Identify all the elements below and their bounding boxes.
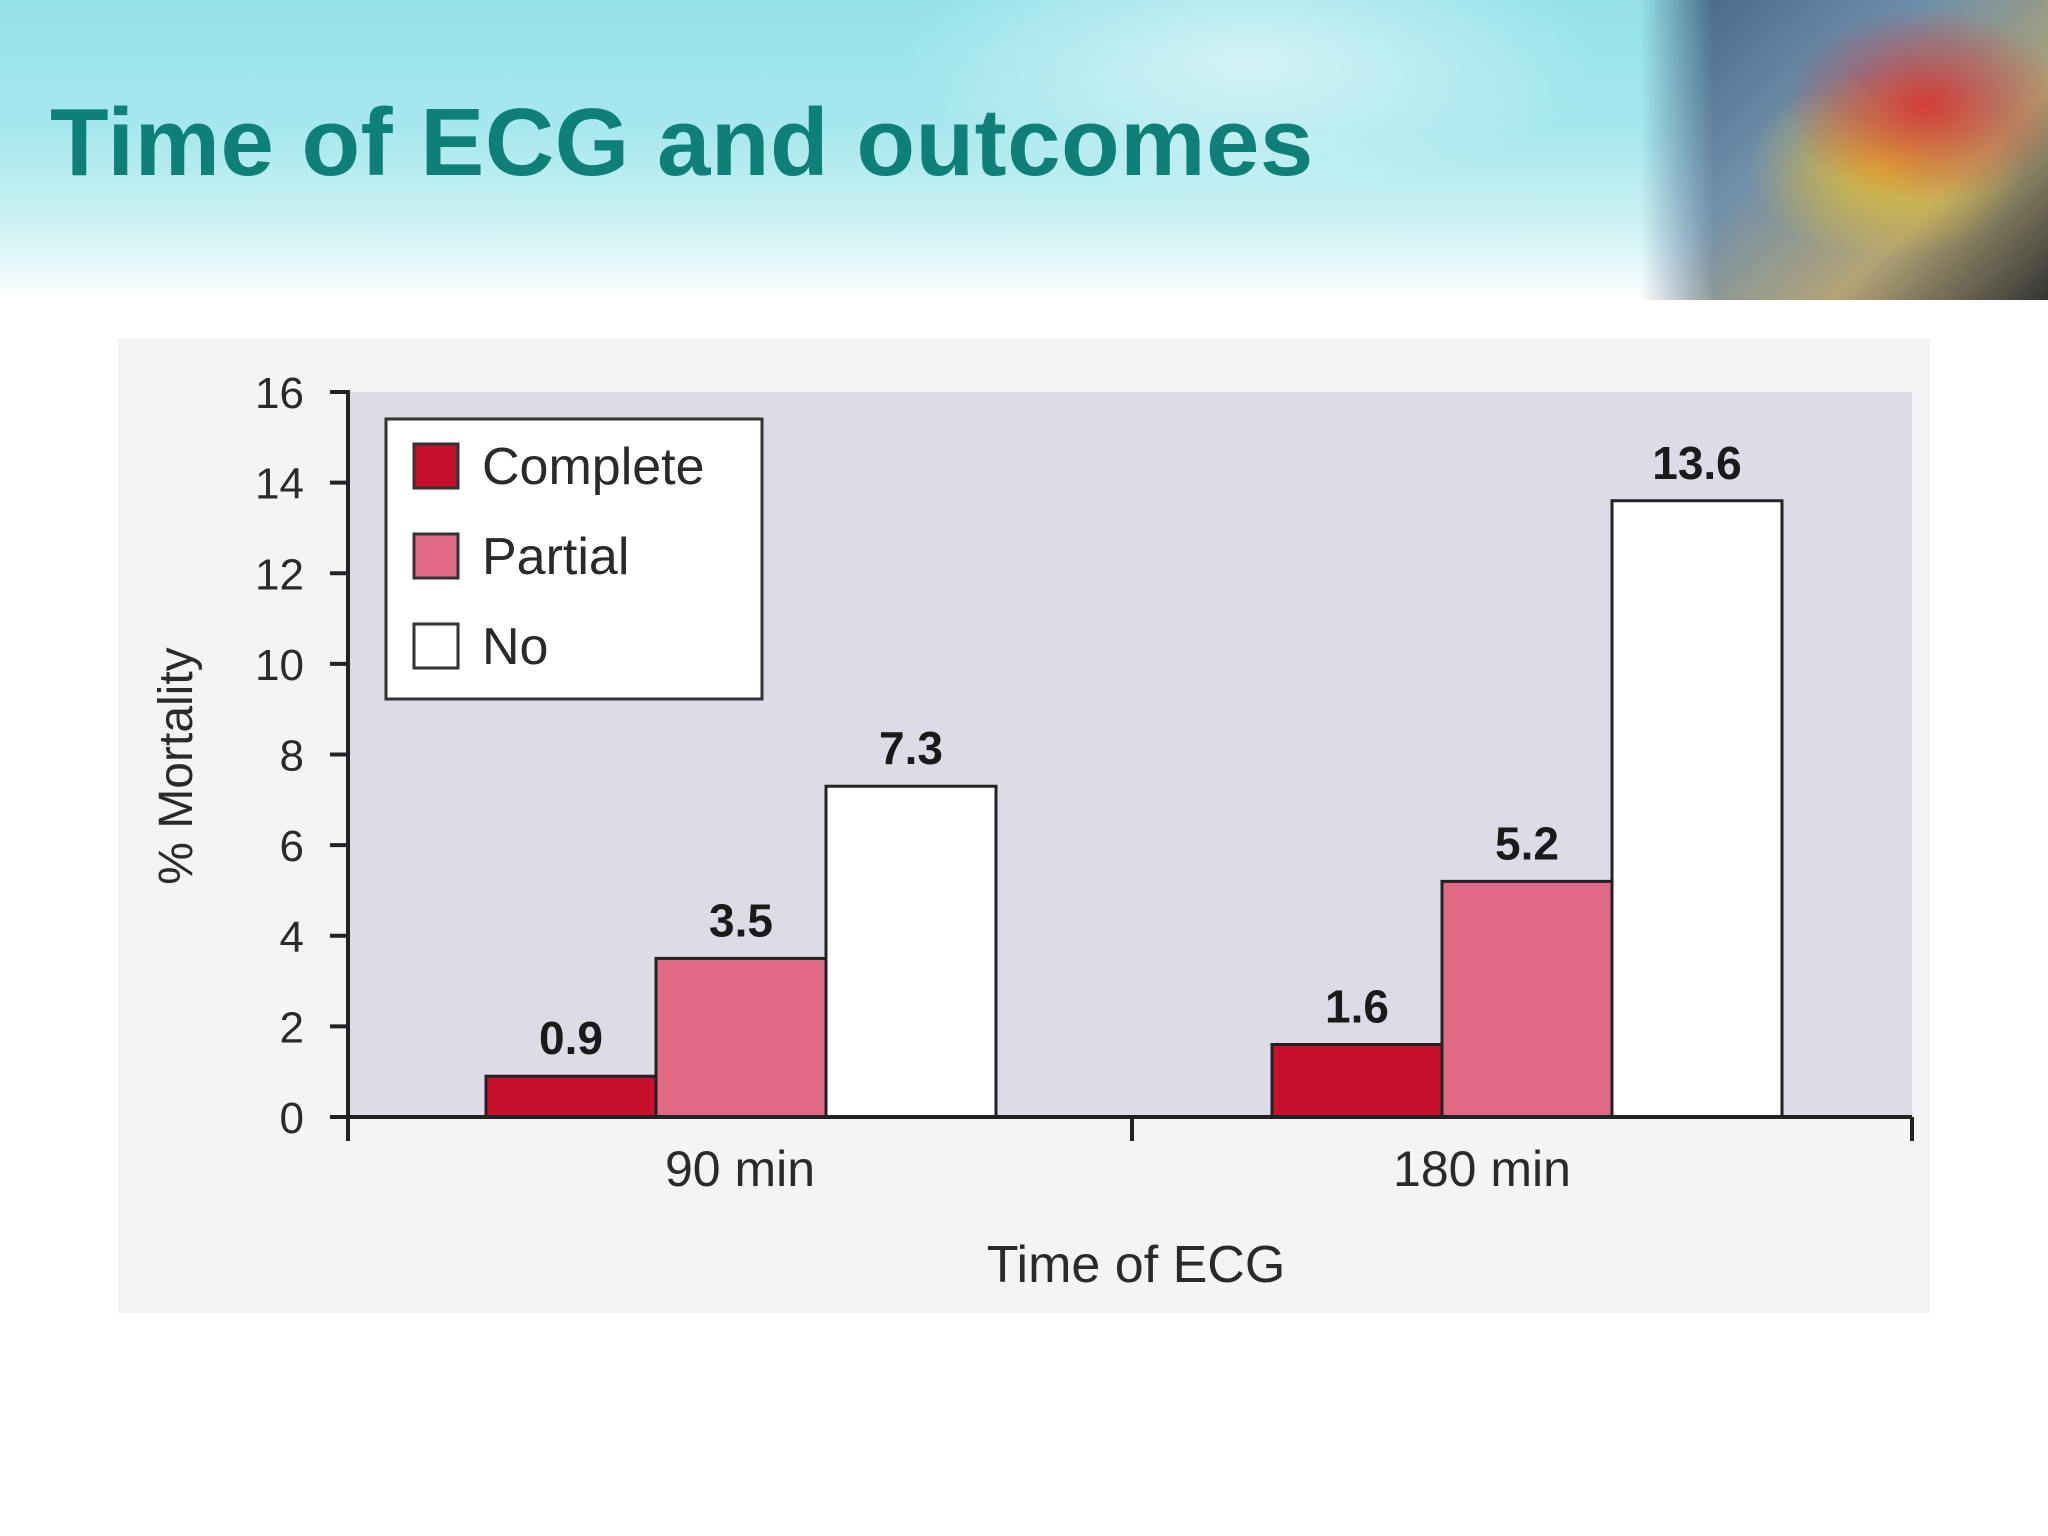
y-tick-label: 2 [280,1003,304,1052]
x-axis-label: Time of ECG [987,1236,1286,1294]
legend-swatch-complete [412,442,460,490]
y-tick-label: 6 [280,822,304,871]
legend-label-complete: Complete [482,438,705,496]
data-label-complete-1: 0.9 [539,1012,603,1064]
y-tick-label: 8 [280,732,304,781]
data-label-partial-1: 3.5 [709,894,773,946]
bars-layer [484,499,1784,1119]
legend-label-no: No [482,618,548,676]
y-axis-label: % Mortality [150,647,203,884]
data-label-complete-2: 1.6 [1325,981,1389,1033]
data-label-partial-2: 5.2 [1495,817,1559,869]
y-tick-label: 0 [280,1094,304,1143]
y-tick-label: 10 [255,641,304,690]
legend-swatch-no [412,622,460,670]
data-labels-layer: 0.9 3.5 7.3 1.6 5.2 13.6 [539,437,1742,1064]
x-tick-label: 90 min [665,1141,815,1197]
bar-complete-1 [484,1074,658,1119]
y-tick-label: 16 [255,369,304,418]
bar-partial-1 [654,956,828,1119]
y-tick-label: 14 [255,460,304,509]
bar-partial-2 [1440,879,1614,1119]
legend-swatch-partial [412,532,460,580]
y-tick-label: 4 [280,913,304,962]
legend-label-partial: Partial [482,528,629,586]
bar-no-1 [824,784,998,1119]
axes-layer: 0 2 4 6 8 10 12 14 16 90 min 180 min [255,369,1914,1197]
stretcher-photo [1640,0,2048,300]
data-label-no-2: 13.6 [1652,437,1742,489]
y-tick-label: 12 [255,550,304,599]
x-tick-label: 180 min [1393,1141,1571,1197]
legend: Complete Partial No [384,417,764,701]
data-label-no-1: 7.3 [879,722,943,774]
page-title: Time of ECG and outcomes [50,89,1314,196]
bar-no-2 [1610,499,1784,1119]
bar-complete-2 [1270,1043,1444,1119]
